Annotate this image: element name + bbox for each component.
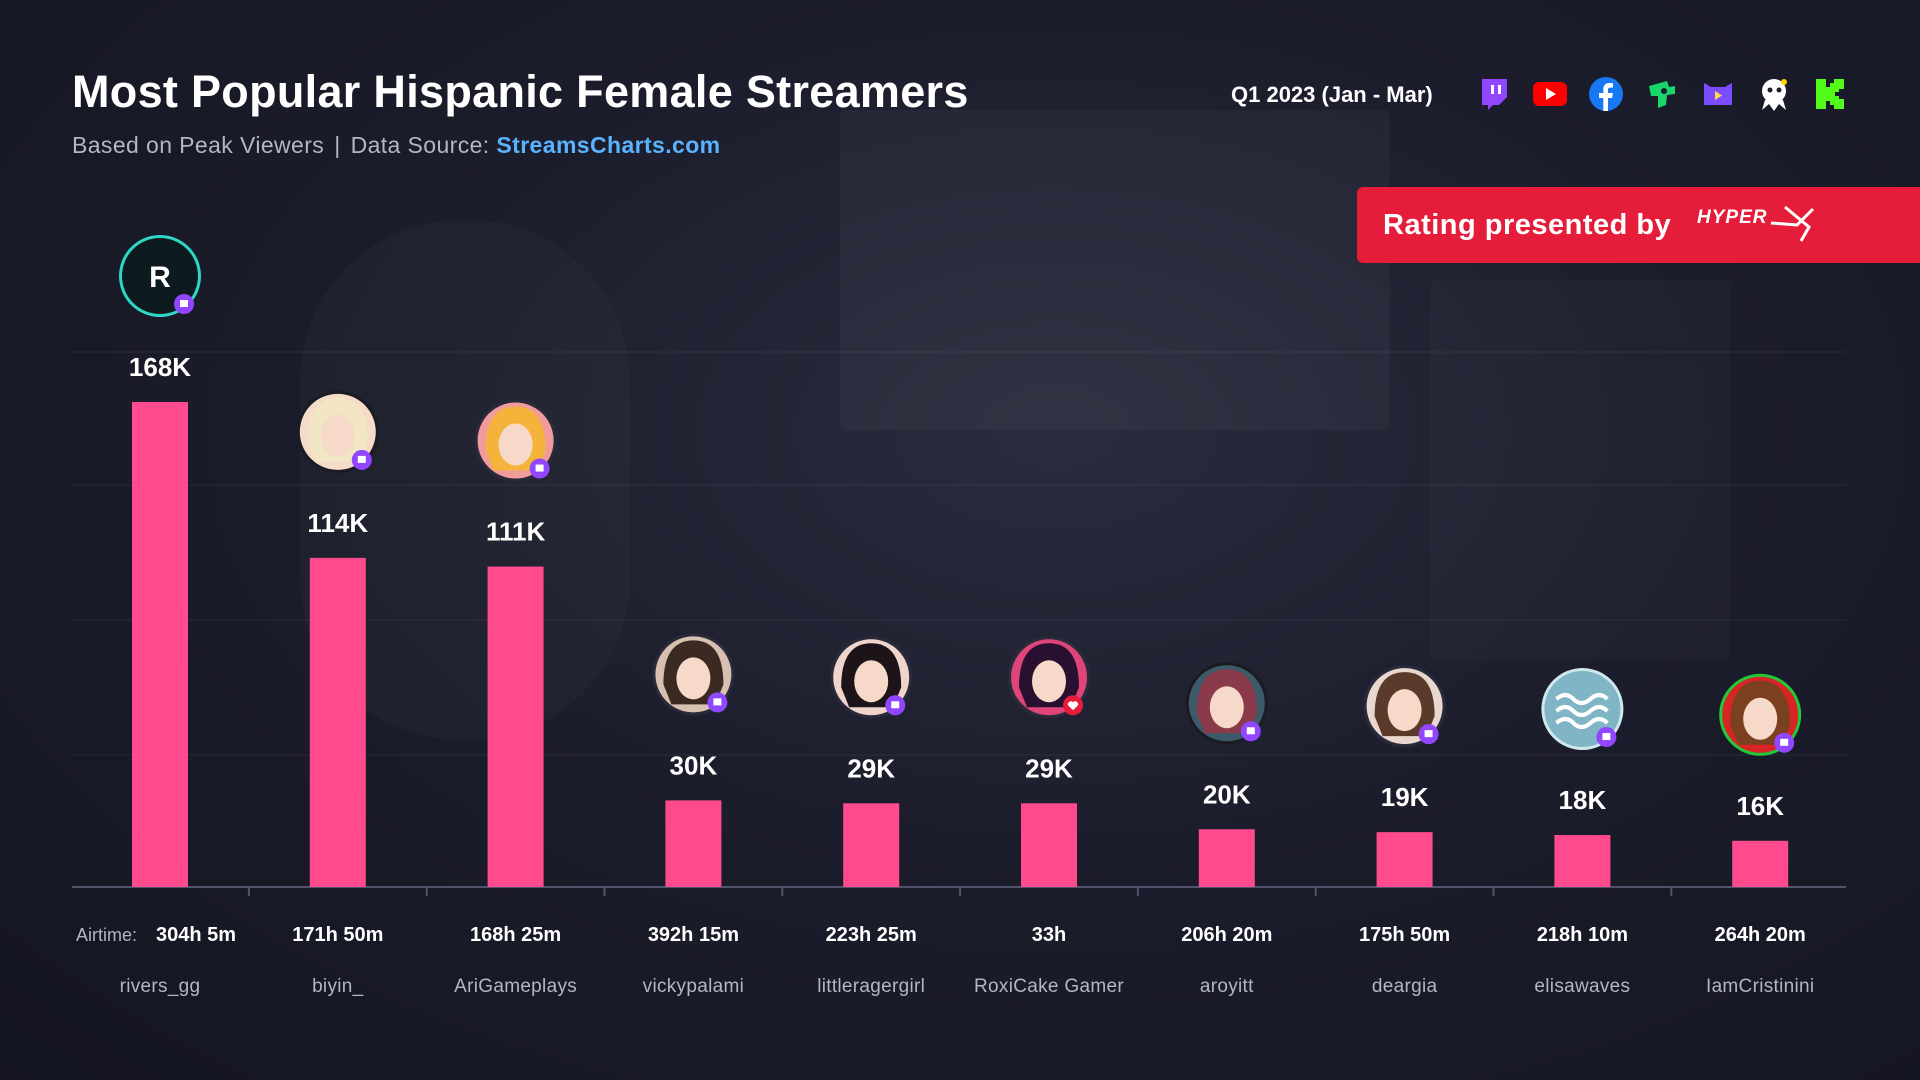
twitch-glyph-icon [713,698,722,706]
value-label: 29K [847,753,895,783]
period-label: Q1 2023 (Jan - Mar) [1231,82,1433,107]
dlive-icon [1756,76,1792,112]
kick-icon [1812,76,1848,112]
streamer-name: biyin_ [312,976,364,997]
avatar-face-icon [676,657,711,700]
sponsor-banner: Rating presented by HYPER [1357,187,1920,263]
streamer-name: aroyitt [1200,976,1254,997]
value-label: 19K [1381,782,1429,812]
subtitle-separator: | [334,132,341,158]
twitch-glyph-icon [180,300,188,307]
avatar-wave-icon [1555,693,1609,706]
twitch-glyph-icon [1780,738,1789,746]
streamer-name: deargia [1372,976,1438,997]
bar [843,803,900,887]
twitch-icon [1476,76,1512,112]
airtime-label: Airtime: [76,925,137,945]
airtime-value: 33h [1032,924,1066,946]
streamer-name: AriGameplays [454,976,577,997]
subtitle-basis: Based on Peak Viewers [72,132,325,158]
avatar-face-icon [498,423,533,466]
twitch-glyph-icon [357,455,366,463]
avatar-logo-icon: R [149,261,171,294]
bar [309,557,366,887]
platform-icon-list [1476,76,1848,112]
avatar-face-icon [1209,686,1244,729]
bar [665,800,722,887]
airtime-value: 218h 10m [1537,924,1628,946]
avatar-face-icon [854,660,889,703]
bar [132,402,188,887]
page-subtitle: Based on Peak Viewers | Data Source: Strea… [72,132,721,159]
avatar [1544,671,1621,748]
airtime-value: 304h 5m [156,924,236,946]
avatar [122,238,198,314]
bar [1376,832,1433,887]
page-title: Most Popular Hispanic Female Streamers [72,66,969,117]
heart-icon [1067,701,1079,711]
sponsor-text: Rating presented by [1383,208,1672,241]
airtime-value: 392h 15m [648,924,739,946]
streamer-name: littleragergirl [817,976,925,997]
bar [1198,829,1255,887]
twitch-glyph-icon [1246,727,1255,735]
value-label: 18K [1559,785,1607,815]
value-label: 111K [486,517,546,547]
streamer-name: vickypalami [643,976,745,997]
streamer-name: IamCristinini [1706,976,1814,997]
nimo-icon [1700,76,1736,112]
bar [1732,840,1789,887]
bar [1021,803,1077,887]
bar [487,566,544,887]
value-label: 168K [129,352,191,382]
airtime-value: 168h 25m [470,924,561,946]
youtube-icon [1532,76,1568,112]
airtime-value: 223h 25m [826,924,917,946]
avatar-face-icon [320,414,355,457]
source-label: Data Source: [350,132,490,158]
airtime-value: 264h 20m [1715,924,1806,946]
avatar-face-icon [1387,689,1422,732]
streamer-name: rivers_gg [120,976,201,997]
value-label: 29K [1025,753,1073,783]
bar [1554,835,1611,887]
streamer-name: elisawaves [1534,976,1630,997]
source-link[interactable]: StreamsCharts.com [496,132,721,158]
twitch-glyph-icon [1602,733,1611,741]
twitch-glyph-icon [1424,730,1433,738]
hyperx-logo: HYPER [1697,201,1837,250]
airtime-value: 206h 20m [1181,924,1272,946]
facebook-icon [1588,76,1624,112]
avatar-wave-icon [1555,717,1609,730]
avatar-wave-icon [1555,705,1609,718]
avatar-face-icon [1032,660,1066,703]
value-label: 114K [307,508,368,538]
svg-text:HYPER: HYPER [1697,207,1767,228]
avatar-face-icon [1743,697,1778,740]
streamer-name: RoxiCake Gamer [974,976,1124,997]
twitch-glyph-icon [891,701,900,709]
airtime-value: 175h 50m [1359,924,1450,946]
value-label: 30K [670,750,718,780]
value-label: 20K [1203,779,1251,809]
airtime-value: 171h 50m [292,924,383,946]
value-label: 16K [1736,791,1784,821]
trovo-icon [1644,76,1680,112]
twitch-glyph-icon [535,464,544,472]
